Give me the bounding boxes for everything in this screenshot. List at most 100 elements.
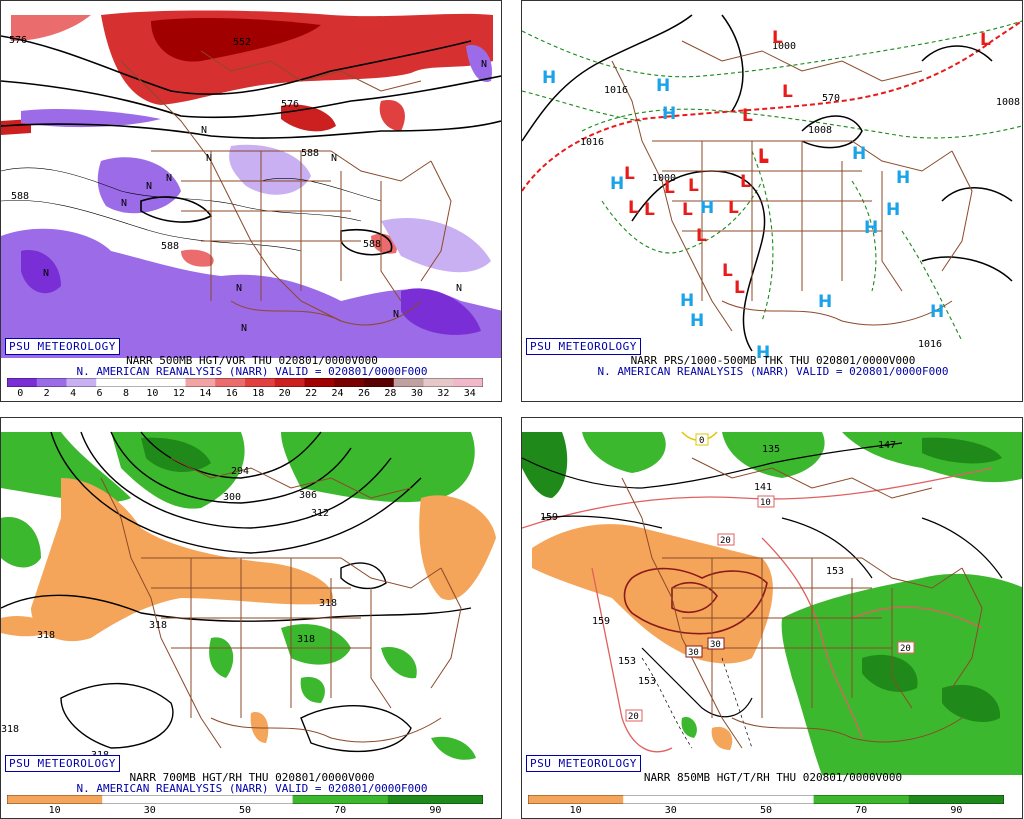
colorbar bbox=[7, 378, 483, 387]
colorbar-segment bbox=[393, 378, 424, 387]
isobar-label: 1000 bbox=[772, 41, 796, 52]
isobar-label: 1008 bbox=[808, 125, 832, 136]
colorbar-tick-label: 8 bbox=[122, 388, 130, 399]
contour-label: 147 bbox=[878, 440, 896, 451]
low-pressure-marker: L bbox=[782, 82, 793, 102]
panel-700mb-rh: 294 300 306 312 318 318 318 318 318 318 … bbox=[0, 417, 502, 819]
contour-label: 153 bbox=[618, 656, 636, 667]
low-pressure-marker: L bbox=[728, 198, 739, 218]
colorbar-segment bbox=[813, 795, 910, 804]
psu-meteorology-badge: PSU METEOROLOGY bbox=[5, 755, 120, 772]
colorbar-segment bbox=[423, 378, 454, 387]
low-pressure-marker: L bbox=[758, 148, 769, 168]
colorbar-segment bbox=[7, 795, 103, 804]
colorbar-segment bbox=[102, 795, 198, 804]
high-pressure-marker: H bbox=[852, 144, 866, 164]
contour-label: 159 bbox=[540, 512, 558, 523]
high-pressure-marker: H bbox=[610, 174, 624, 194]
colorbar-segment bbox=[96, 378, 127, 387]
high-pressure-marker: H bbox=[656, 76, 670, 96]
n-marker: N bbox=[121, 198, 127, 209]
low-pressure-marker: L bbox=[734, 278, 745, 298]
isobar-label: 1016 bbox=[580, 137, 604, 148]
n-marker: N bbox=[456, 283, 462, 294]
colorbar-segment bbox=[36, 378, 67, 387]
colorbar-tick-label: 28 bbox=[384, 388, 397, 399]
colorbar-tick-label: 22 bbox=[305, 388, 318, 399]
colorbar-ticks: 0 2 4 6 8 10 12 14 16 18 20 22 24 26 28 30 32 34 bbox=[7, 388, 483, 400]
colorbar-tick-label: 70 bbox=[334, 805, 347, 816]
colorbar-segment bbox=[126, 378, 157, 387]
isotherm-label: 20 bbox=[628, 712, 639, 722]
n-marker: N bbox=[146, 181, 152, 192]
n-marker: N bbox=[393, 309, 399, 320]
contour-label: 588 bbox=[301, 148, 319, 159]
contour-label: 588 bbox=[11, 191, 29, 202]
chart-title: NARR 850MB HGT/T/RH THU 020801/0000V000 bbox=[643, 771, 903, 784]
colorbar-segment bbox=[304, 378, 335, 387]
valid-time-line: N. AMERICAN REANALYSIS (NARR) VALID = 02… bbox=[597, 365, 949, 378]
n-marker: N bbox=[481, 59, 487, 70]
contour-label: 318 bbox=[1, 724, 19, 735]
colorbar-segment bbox=[274, 378, 305, 387]
n-marker: N bbox=[43, 268, 49, 279]
colorbar-segment bbox=[718, 795, 815, 804]
low-pressure-marker: L bbox=[740, 172, 751, 192]
colorbar bbox=[7, 795, 483, 804]
colorbar-segment bbox=[364, 378, 395, 387]
colorbar-ticks: 10 30 50 70 90 bbox=[7, 805, 483, 817]
colorbar-tick-label: 10 bbox=[569, 805, 582, 816]
contour-label: 318 bbox=[297, 634, 315, 645]
colorbar-segment bbox=[623, 795, 719, 804]
colorbar-tick-label: 6 bbox=[96, 388, 103, 399]
panel-pressure-thickness: 1000 1008 1016 1008 1000 1016 1016 570 H… bbox=[521, 0, 1023, 402]
colorbar-segment bbox=[155, 378, 186, 387]
colorbar-ticks: 10 30 50 70 90 bbox=[528, 805, 1004, 817]
high-pressure-marker: H bbox=[756, 343, 770, 358]
low-pressure-marker: L bbox=[682, 200, 693, 220]
contour-label: 294 bbox=[231, 466, 249, 477]
low-pressure-marker: L bbox=[772, 28, 783, 48]
low-pressure-marker: L bbox=[722, 261, 733, 281]
colorbar-tick-label: 90 bbox=[429, 805, 442, 816]
isobar-label: 1016 bbox=[918, 339, 942, 350]
colorbar-tick-label: 12 bbox=[172, 388, 185, 399]
colorbar-tick-label: 26 bbox=[357, 388, 371, 399]
low-pressure-marker: L bbox=[644, 200, 655, 220]
contour-label: 588 bbox=[363, 239, 381, 250]
contour-label: 318 bbox=[319, 598, 337, 609]
colorbar-tick-label: 0 bbox=[17, 388, 24, 399]
high-pressure-marker: H bbox=[700, 198, 714, 218]
low-pressure-marker: L bbox=[628, 198, 639, 218]
isotherm-label: 30 bbox=[710, 640, 721, 650]
contour-label: 141 bbox=[754, 482, 772, 493]
contour-label: 312 bbox=[311, 508, 329, 519]
panel-500mb-vorticity: 576 552 576 588 588 588 588 N N N N N N … bbox=[0, 0, 502, 402]
n-marker: N bbox=[206, 153, 212, 164]
n-marker: N bbox=[331, 153, 337, 164]
valid-time-line: N. AMERICAN REANALYSIS (NARR) VALID = 02… bbox=[76, 365, 428, 378]
psu-meteorology-badge: PSU METEOROLOGY bbox=[526, 755, 641, 772]
contour-label: 306 bbox=[299, 490, 317, 501]
chart-title: NARR 500MB HGT/VOR THU 020801/0000V000 bbox=[126, 354, 378, 367]
isotherm-label: 10 bbox=[760, 498, 771, 508]
vorticity-map: 576 552 576 588 588 588 588 N N N N N N … bbox=[1, 10, 501, 358]
n-marker: N bbox=[241, 323, 247, 334]
contour-label: 159 bbox=[592, 616, 610, 627]
colorbar-tick-label: 14 bbox=[199, 388, 212, 399]
high-pressure-marker: H bbox=[680, 291, 694, 311]
pressure-map: 1000 1008 1016 1008 1000 1016 1016 570 H… bbox=[522, 14, 1022, 358]
colorbar-tick-label: 4 bbox=[70, 388, 77, 399]
colorbar-tick-label: 24 bbox=[331, 388, 344, 399]
contour-label: 576 bbox=[281, 99, 299, 110]
colorbar-segment bbox=[528, 795, 624, 804]
colorbar-tick-label: 50 bbox=[238, 805, 252, 816]
low-pressure-marker: L bbox=[742, 106, 753, 126]
isotherm-label: 0 bbox=[699, 436, 704, 446]
low-pressure-marker: L bbox=[688, 176, 699, 196]
colorbar-segment bbox=[7, 378, 38, 387]
colorbar-segment bbox=[908, 795, 1004, 804]
colorbar-tick-label: 50 bbox=[759, 805, 773, 816]
high-pressure-marker: H bbox=[864, 218, 878, 238]
contour-label: 300 bbox=[223, 492, 241, 503]
